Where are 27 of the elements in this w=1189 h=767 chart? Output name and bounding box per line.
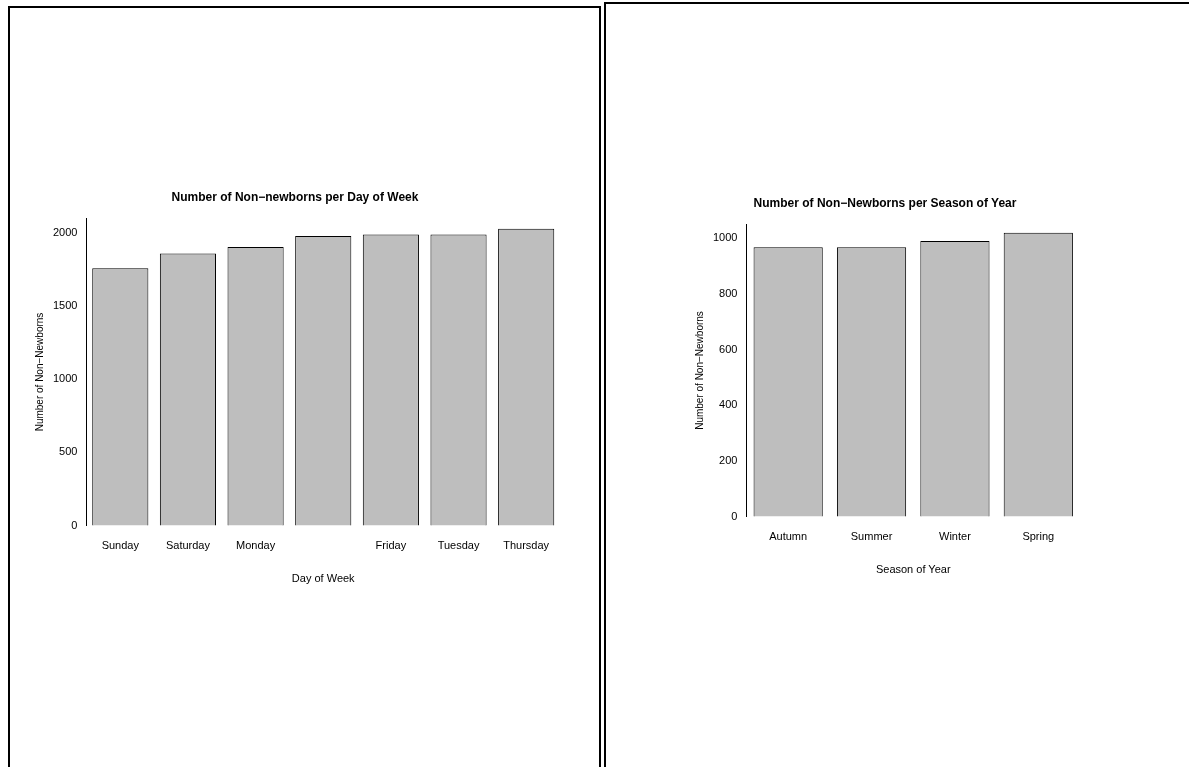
y-tick-label: 200 xyxy=(719,453,738,466)
x-tick-label: Monday xyxy=(236,539,276,552)
chart-title: Number of Non−newborns per Day of Week xyxy=(171,189,419,204)
x-tick-label: Tuesday xyxy=(437,539,480,552)
y-tick-label: 1500 xyxy=(52,299,78,312)
y-tick-label: 400 xyxy=(719,398,738,411)
x-tick-label: Winter xyxy=(939,530,972,543)
x-tick-label: Sunday xyxy=(101,539,140,552)
x-tick-label: Summer xyxy=(850,530,893,543)
x-axis-title: Day of Week xyxy=(291,572,356,585)
x-tick-label: Friday xyxy=(375,539,407,552)
chart-title: Number of Non−Newborns per Season of Year xyxy=(753,195,1017,210)
x-axis-title: Season of Year xyxy=(875,563,951,576)
y-tick-label: 0 xyxy=(71,518,78,531)
y-axis-title: Number of Non−Newborns xyxy=(33,312,45,432)
x-tick-label: Spring xyxy=(1022,530,1055,543)
y-tick-label: 0 xyxy=(731,509,738,522)
y-tick-label: 500 xyxy=(59,445,78,458)
x-tick-label: Saturday xyxy=(165,539,211,552)
x-tick-label: Autumn xyxy=(769,530,808,543)
y-tick-label: 600 xyxy=(719,342,738,355)
x-tick-label: Thursday xyxy=(503,539,550,552)
y-tick-label: 1000 xyxy=(52,372,78,385)
y-tick-label: 2000 xyxy=(52,226,78,239)
y-tick-label: 800 xyxy=(719,287,738,299)
y-tick-label: 1000 xyxy=(712,231,738,244)
y-axis-title: Number of Non−Newborns xyxy=(693,311,705,430)
